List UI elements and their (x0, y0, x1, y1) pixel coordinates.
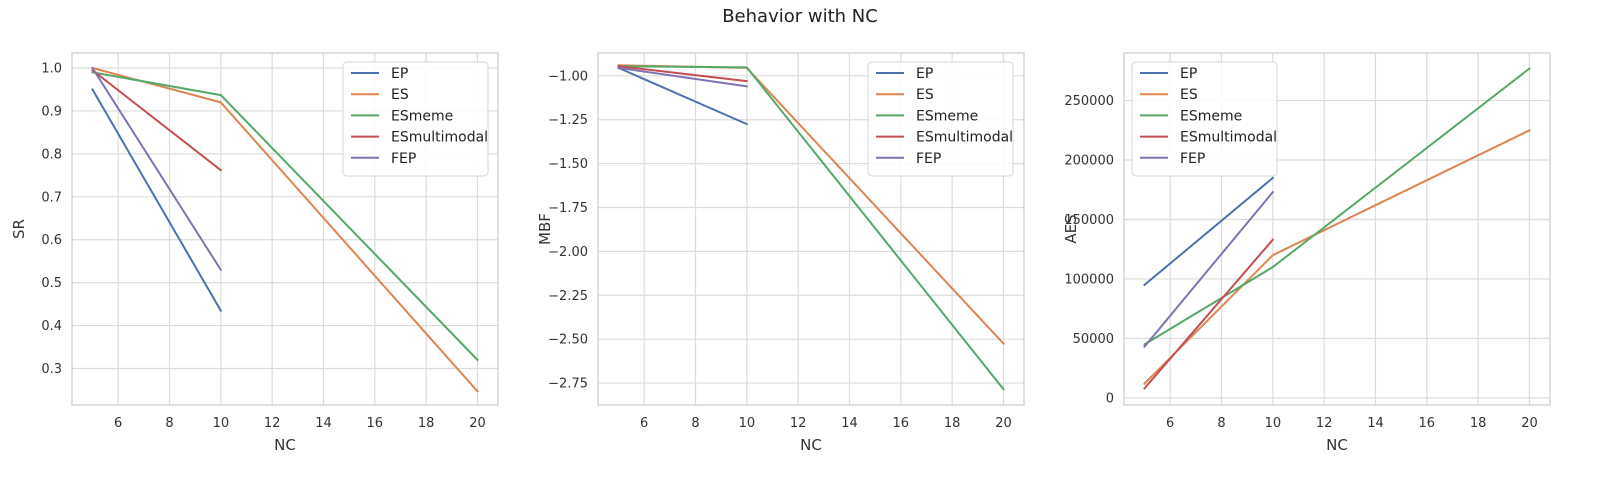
x-axis-label: NC (274, 436, 296, 454)
x-tick-label: 14 (841, 416, 858, 431)
y-tick-label: 0.4 (41, 319, 62, 334)
y-tick-label: 100000 (1064, 272, 1114, 287)
x-tick-label: 8 (1217, 416, 1225, 431)
y-tick-label: −2.25 (548, 289, 588, 304)
y-tick-label: −2.50 (548, 333, 588, 348)
subplot-aes: 6 8 10 12 14 16 18 20 0 50000 100000 150000 200000 25… (1062, 52, 1551, 454)
series-line-fep (1143, 190, 1275, 349)
x-tick-label: 12 (264, 416, 281, 431)
series-line-esmultimodal (1143, 238, 1275, 390)
legend-label-es: ES (916, 87, 934, 103)
x-tick-label: 6 (1166, 416, 1174, 431)
legend: EP ES ESmeme ESmultimodal FEP (342, 61, 489, 177)
series-line-ep (91, 88, 223, 312)
x-tick-label: 8 (691, 416, 699, 431)
series-line-esmeme (91, 71, 479, 362)
legend-label-ep: EP (1180, 66, 1197, 82)
y-axis-label: AES (1062, 214, 1080, 243)
y-tick-label: 0.8 (41, 147, 62, 162)
x-tick-label: 6 (114, 416, 122, 431)
legend-label-esmeme: ESmeme (916, 108, 978, 124)
subplot-sr: 6 8 10 12 14 16 18 20 0.3 0.4 0.5 0.6 0.7 0.8 0.9 1.0 NC… (10, 52, 499, 454)
series-line-esmultimodal (91, 68, 223, 172)
legend-label-esmultimodal: ESmultimodal (1180, 130, 1277, 146)
series-line-esmeme (617, 65, 1005, 391)
x-tick-label: 8 (165, 416, 173, 431)
axes-frame (1123, 52, 1551, 406)
subplot-mbf: 6 8 10 12 14 16 18 20 −2.75 −2.50 −2.25 −2.00 −1.75 −… (536, 52, 1025, 454)
y-tick-label: −1.50 (548, 157, 588, 172)
legend-label-es: ES (1180, 87, 1198, 103)
y-tick-label: 0.3 (41, 362, 62, 377)
y-axis-label: MBF (536, 213, 554, 245)
legend-label-esmultimodal: ESmultimodal (916, 130, 1013, 146)
y-tick-label: −2.00 (548, 245, 588, 260)
y-axis-label: SR (10, 219, 28, 239)
axes-frame (71, 52, 499, 406)
x-tick-label: 14 (1367, 416, 1384, 431)
x-tick-label: 16 (1419, 416, 1436, 431)
legend-label-es: ES (391, 87, 409, 103)
y-tick-label: 0.5 (41, 276, 62, 291)
series-line-es (1143, 128, 1531, 386)
series-line-esmultimodal (617, 65, 748, 83)
series-line-ep (617, 66, 749, 126)
y-tick-label: −1.00 (548, 69, 588, 84)
x-tick-label: 10 (213, 416, 230, 431)
y-tick-label: −1.25 (548, 113, 588, 128)
legend-label-ep: EP (916, 66, 933, 82)
x-tick-label: 10 (1265, 416, 1282, 431)
x-tick-label: 20 (995, 416, 1012, 431)
axes-frame (597, 52, 1025, 406)
legend-label-esmultimodal: ESmultimodal (391, 130, 488, 146)
legend-label-fep: FEP (1180, 151, 1205, 167)
legend-box (342, 61, 489, 177)
legend-label-fep: FEP (391, 151, 416, 167)
y-tick-label: 150000 (1064, 213, 1114, 228)
legend-label-fep: FEP (916, 151, 941, 167)
y-tick-label: 50000 (1073, 332, 1114, 347)
x-tick-label: 18 (1470, 416, 1487, 431)
x-tick-label: 16 (367, 416, 384, 431)
x-tick-label: 6 (640, 416, 648, 431)
x-axis-label: NC (1326, 436, 1348, 454)
legend-label-ep: EP (391, 66, 408, 82)
x-axis-label: NC (800, 436, 822, 454)
series-line-fep (617, 66, 748, 88)
y-tick-label: 0 (1106, 391, 1114, 406)
y-tick-label: 0.7 (41, 190, 62, 205)
x-tick-label: 12 (1316, 416, 1333, 431)
figure-title: Behavior with NC (722, 6, 878, 27)
legend-label-esmeme: ESmeme (1180, 108, 1242, 124)
y-tick-label: −1.75 (548, 201, 588, 216)
x-tick-label: 20 (469, 416, 486, 431)
x-tick-label: 16 (893, 416, 910, 431)
x-tick-label: 14 (315, 416, 332, 431)
y-tick-label: 250000 (1064, 94, 1114, 109)
y-tick-label: 200000 (1064, 154, 1114, 169)
x-tick-label: 20 (1521, 416, 1538, 431)
y-tick-label: 0.6 (41, 233, 62, 248)
legend-label-esmeme: ESmeme (391, 108, 453, 124)
legend-box (867, 61, 1014, 177)
x-tick-label: 10 (739, 416, 756, 431)
x-tick-label: 18 (944, 416, 961, 431)
legend: EP ES ESmeme ESmultimodal FEP (867, 61, 1014, 177)
y-tick-label: 1.0 (41, 62, 62, 77)
y-tick-label: −2.75 (548, 377, 588, 392)
series-line-ep (1143, 176, 1275, 287)
x-tick-label: 18 (418, 416, 435, 431)
x-tick-label: 12 (790, 416, 807, 431)
series-line-esmeme (1143, 67, 1531, 346)
legend-box (1131, 61, 1278, 177)
y-tick-label: 0.9 (41, 104, 62, 119)
series-line-fep (91, 66, 223, 272)
legend: EP ES ESmeme ESmultimodal FEP (1131, 61, 1278, 177)
